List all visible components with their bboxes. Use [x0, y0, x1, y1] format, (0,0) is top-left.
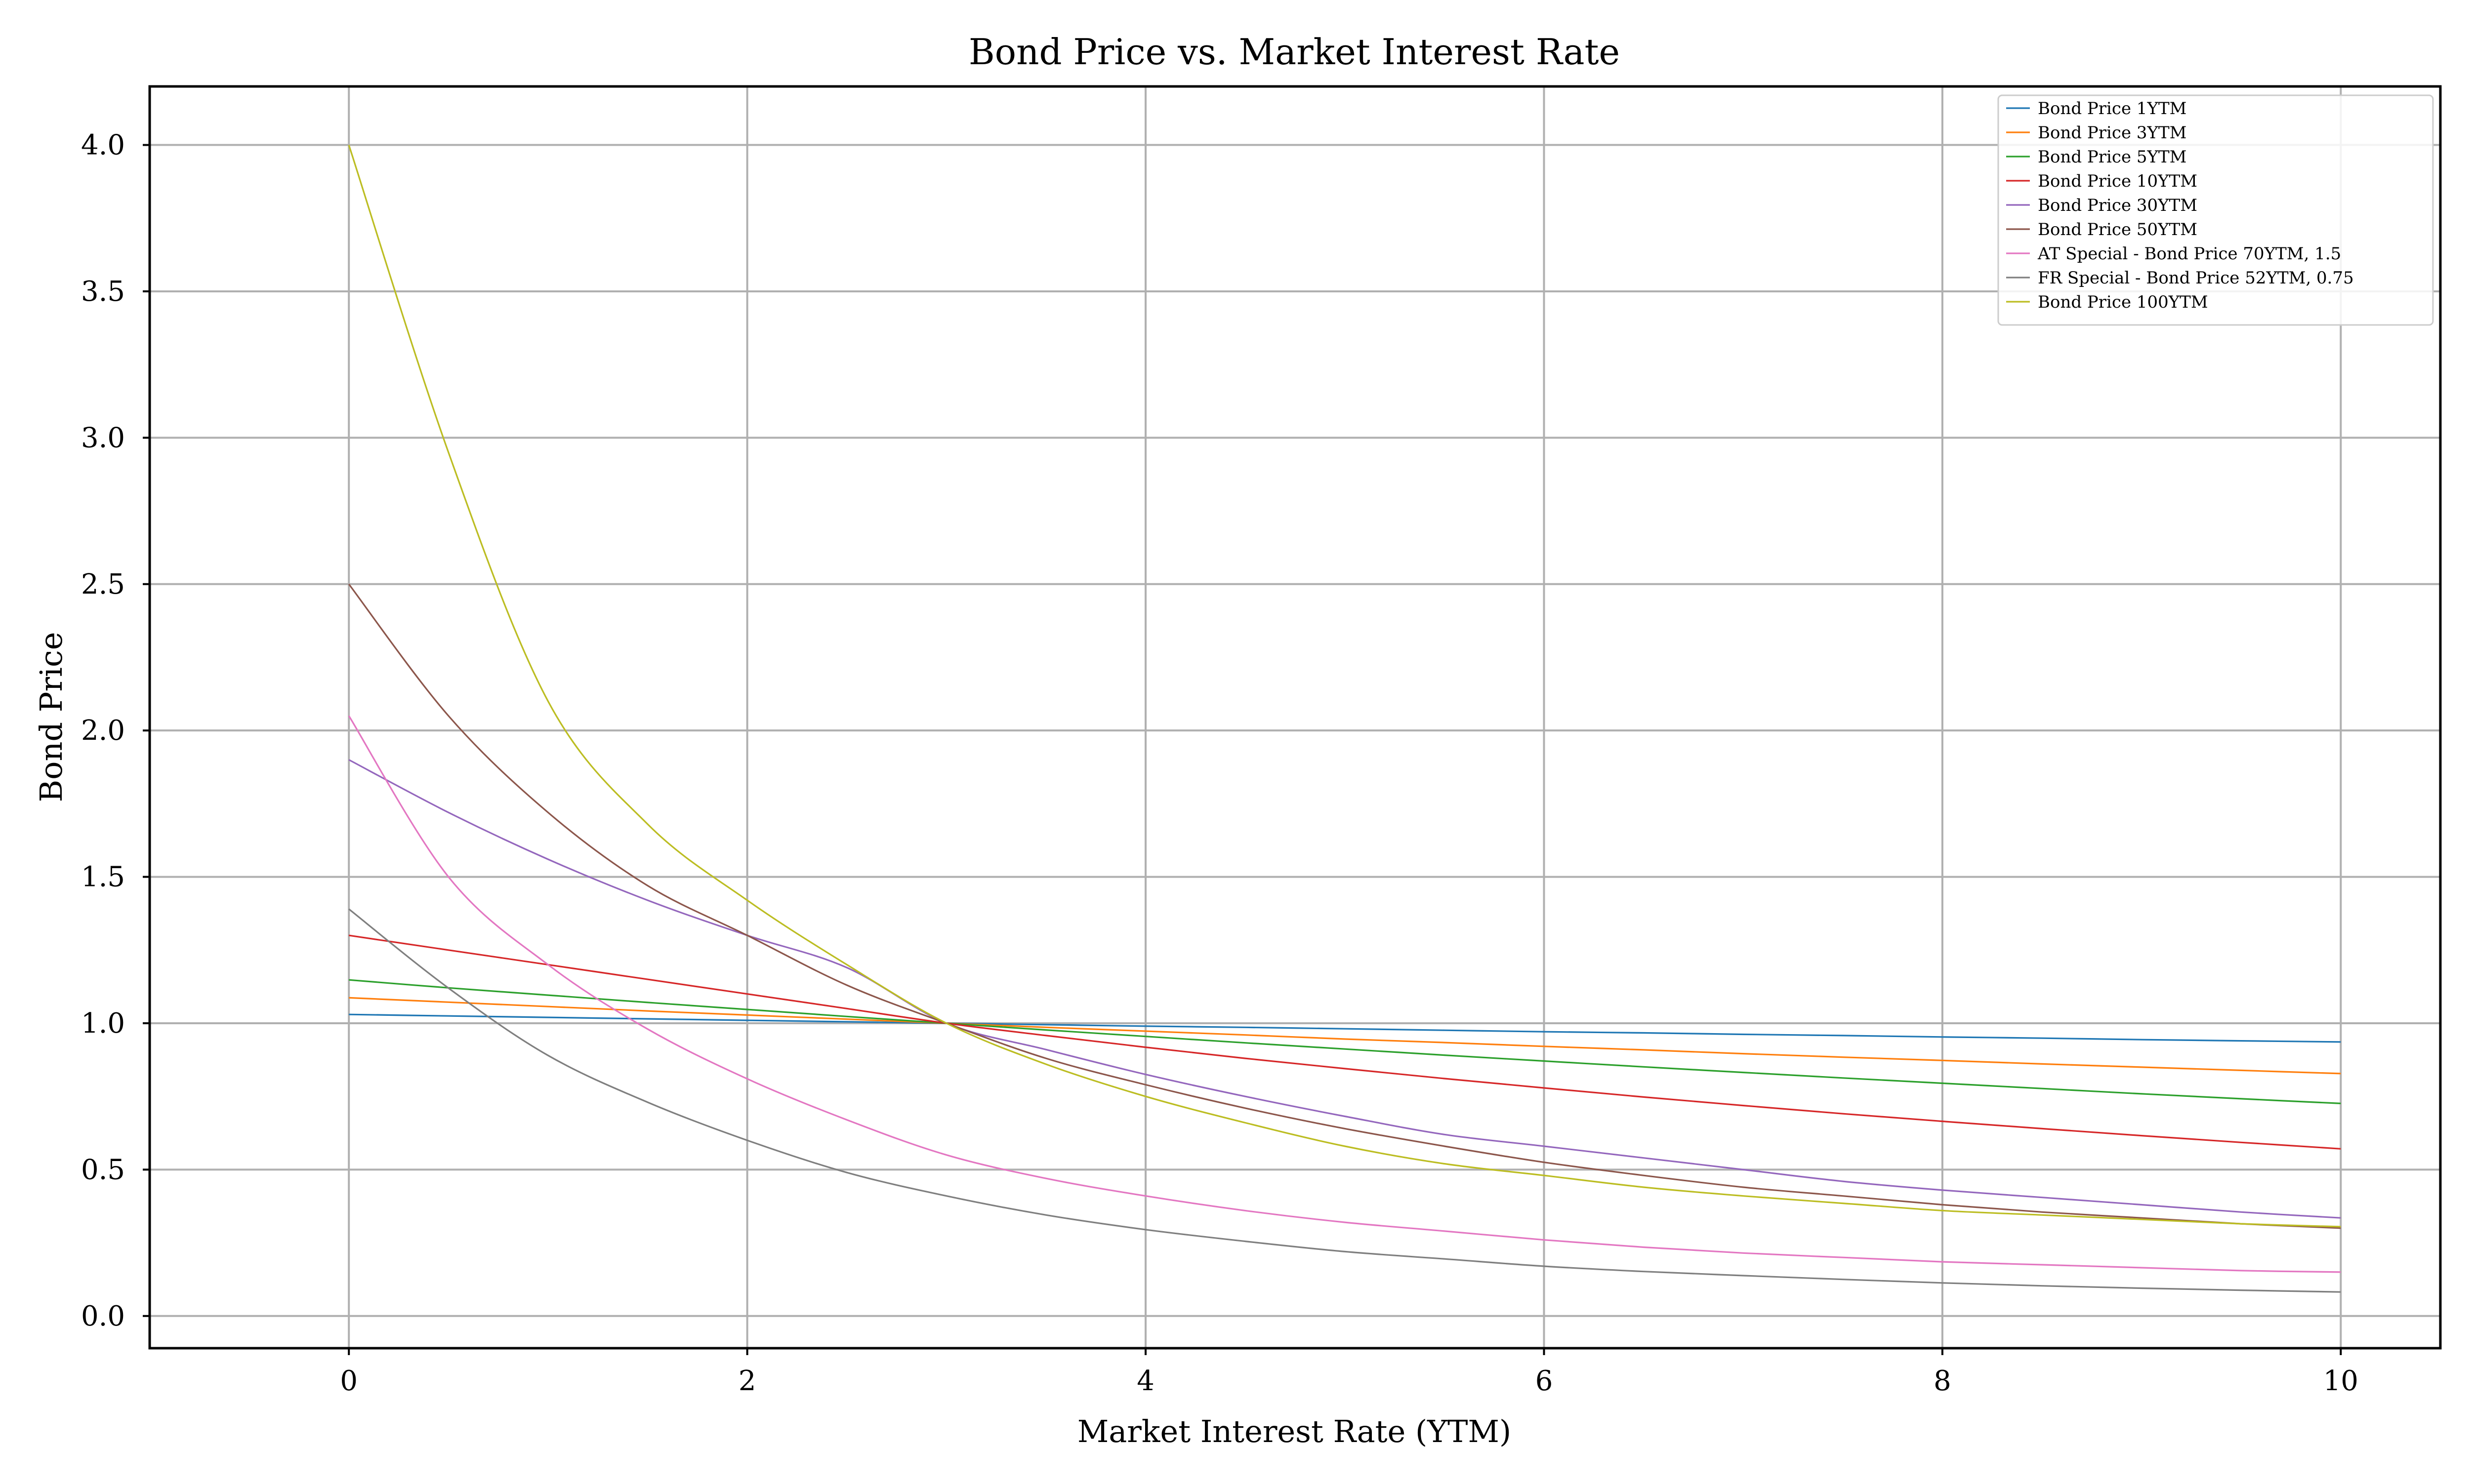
y-tick-label: 3.0	[81, 422, 125, 454]
legend-label: Bond Price 1YTM	[2038, 99, 2186, 119]
x-axis-label: Market Interest Rate (YTM)	[1077, 1413, 1511, 1449]
x-tick-label: 6	[1535, 1365, 1553, 1397]
legend-label: Bond Price 10YTM	[2038, 171, 2197, 191]
legend-label: Bond Price 30YTM	[2038, 196, 2197, 215]
y-tick-label: 2.5	[81, 568, 125, 601]
legend-label: Bond Price 5YTM	[2038, 147, 2186, 167]
legend-label: Bond Price 3YTM	[2038, 123, 2186, 143]
legend: Bond Price 1YTM Bond Price 3YTM Bond Price…	[1997, 94, 2434, 326]
x-tick-label: 0	[340, 1365, 358, 1397]
series-line-7	[348, 908, 2341, 1293]
legend-label: FR Special - Bond Price 52YTM, 0.75	[2038, 268, 2354, 288]
series-line-8	[348, 145, 2341, 1228]
series-line-0	[349, 1013, 2341, 1043]
series-line-5	[348, 583, 2341, 1229]
series-lines	[348, 145, 2341, 1293]
y-tick-label: 4.0	[81, 129, 125, 161]
legend-box	[1997, 94, 2434, 326]
legend-label: Bond Price 50YTM	[2038, 220, 2197, 240]
y-axis-label: Bond Price	[33, 632, 69, 802]
x-tick-label: 4	[1137, 1365, 1154, 1397]
x-tick-label: 10	[2323, 1365, 2358, 1397]
x-tick-label: 8	[1934, 1365, 1951, 1397]
series-line-3	[348, 934, 2341, 1150]
y-tick-label: 2.0	[81, 715, 125, 747]
axis-ticks: 0 2 4 6 8 10 0.0 0.5 1.0 1.5 2.0 2.5 3.0 3.5 4.0	[81, 129, 2358, 1397]
y-tick-label: 1.0	[81, 1007, 125, 1040]
plot-frame	[148, 85, 2442, 1350]
legend-label: AT Special - Bond Price 70YTM, 1.5	[2037, 244, 2341, 264]
series-line-1	[349, 997, 2341, 1075]
legend-label: Bond Price 100YTM	[2038, 292, 2208, 312]
series-line-4	[348, 759, 2341, 1219]
x-tick-label: 2	[739, 1365, 756, 1397]
y-tick-label: 3.5	[81, 276, 125, 308]
series-line-6	[348, 715, 2341, 1273]
y-tick-label: 0.0	[81, 1300, 125, 1332]
y-tick-label: 1.5	[81, 861, 125, 893]
series-line-2	[349, 979, 2341, 1104]
chart-title: Bond Price vs. Market Interest Rate	[969, 31, 1620, 73]
y-tick-label: 0.5	[81, 1154, 125, 1186]
